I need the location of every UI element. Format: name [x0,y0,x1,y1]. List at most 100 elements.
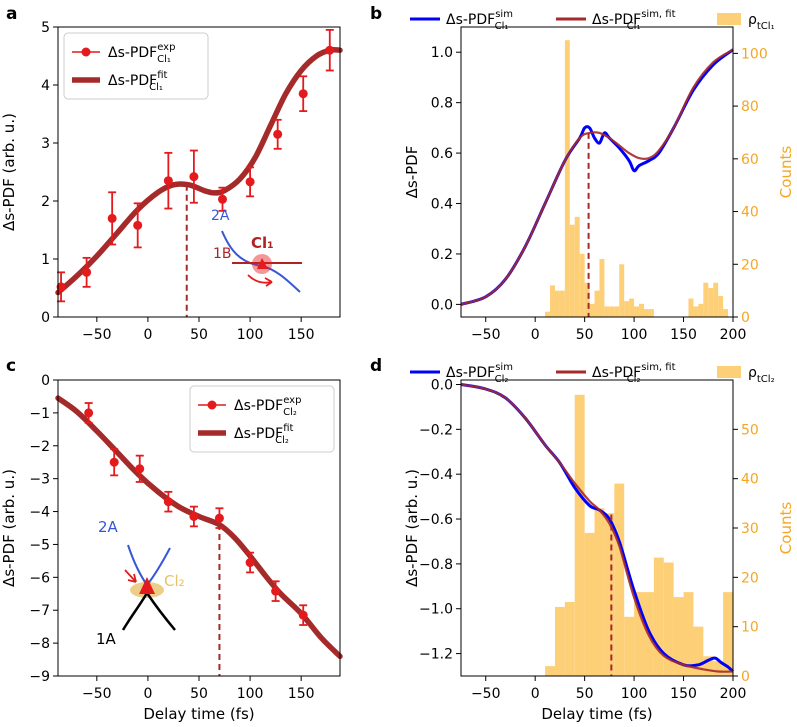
legend-fit-label-sub: Cl₁ [149,82,163,93]
legend-exp-label: Δs-PDFexp Cl₂ [234,395,301,418]
data-point [325,45,335,55]
legend-fit-label-base: Δs-PDF [592,12,641,28]
legend-fit-label-sub: Cl₁ [627,21,641,32]
hist-bar [673,597,684,676]
legend-fit-label-sub: Cl₂ [627,374,641,385]
inset-arrowhead [264,277,273,287]
x-tick-label: 0 [143,327,152,343]
panel-c: −50 0 50 100 150 0 −1 −2 −3 −4 −5 −6 −7 −8 −9 Δs-PDF (a… [0,373,343,723]
y-tick-label: −0.8 [419,557,453,573]
data-point [214,513,224,523]
y-tick-label: −9 [29,669,50,685]
panel-b: 0 20 40 60 80 100 Counts −50 0 50 100 150 200 0.0 0.2 0… [403,9,795,343]
hist-bar [634,306,640,317]
x-tick-label: 100 [237,686,264,702]
y-tick-label: 0.0 [431,377,453,393]
right-tick-label: 30 [741,521,759,537]
legend-fit-label-base: Δs-PDF [234,426,283,442]
fit-line [460,383,734,673]
fit-line [460,48,734,306]
hist-bar [703,282,709,317]
y-tick-label: −1.0 [419,602,453,618]
y-tick-label: 1 [41,252,50,268]
y-tick-label: −0.6 [419,512,453,528]
panel-d: 0 10 20 30 40 50 Counts −50 0 50 100 150 200 0.0 −0.2 −… [403,362,795,723]
legend-fit-label-sup: sim, fit [641,9,675,20]
hist-bar [584,532,595,676]
axes-frame [460,379,734,677]
hist-bar [589,303,595,317]
legend-sim-label-base: Δs-PDF [446,365,495,381]
hist-bar [653,557,664,676]
panel-label-b: b [370,4,382,24]
y-tick-label: −4 [29,505,50,521]
hist-bar [639,303,644,317]
hist-bar [663,562,674,676]
hist-bar [698,303,704,317]
y-tick-label: −3 [29,472,50,488]
hist-bar [693,306,699,317]
right-tick-label: 60 [741,152,759,168]
panel-label-c: c [6,356,16,376]
hist-bar [594,290,600,317]
hist-bar [569,224,575,317]
data-point [298,610,308,620]
inset-arrowhead [127,573,137,583]
legend-fit-label: Δs-PDFsim, fit Cl₁ [592,9,676,32]
legend-hist-label: ρtCl₂ [748,365,775,385]
legend-hist-label: ρtCl₁ [748,12,775,32]
legend-exp-label-sub: Cl₂ [283,407,297,418]
legend-fit-label: Δs-PDFfit Cl₂ [234,423,294,446]
legend-sim-label: Δs-PDFsim Cl₁ [446,9,513,32]
legend-fit-label-base: Δs-PDF [592,365,641,381]
right-tick-label: 40 [741,205,759,221]
y-axis-label: Δs-PDF (arb. u.) [0,469,18,587]
hist-bar [564,602,575,676]
hist-bar [713,282,719,317]
legend-hist-label-base: ρ [748,12,757,28]
legend-sim-label-sub: Cl₂ [495,374,509,385]
y-tick-label: −7 [29,603,50,619]
y-tick-label: 0.8 [431,96,453,112]
y-tick-label: −0.4 [419,467,453,483]
inset-label-2a: 2A [98,518,119,536]
data-point [135,464,145,474]
legend-sim-label-base: Δs-PDF [446,12,495,28]
legend-hist-swatch [717,366,741,378]
hist-bar [574,216,580,317]
y-tick-label: 0.0 [431,297,453,313]
data-point [163,176,173,186]
data-point [189,511,199,521]
hist-bar [599,259,605,317]
legend-fit-label-sup: fit [283,423,293,434]
legend-exp-marker [81,47,91,57]
y-tick-label: 3 [41,136,50,152]
legend-exp-label-sub: Cl₁ [157,54,171,65]
hist-bar [545,311,551,317]
right-tick-label: 0 [741,669,750,685]
x-tick-label: 0 [143,686,152,702]
hist-bar [624,616,635,676]
y-tick-label: 5 [41,20,50,36]
hist-bar [643,309,649,317]
data-point [84,408,94,418]
hist-bar [604,513,615,676]
x-tick-label: 200 [720,686,747,702]
y-tick-label: 0.4 [431,197,453,213]
hist-bar [614,306,620,317]
hist-bar [718,295,724,317]
hist-bar [574,394,585,676]
data-point [189,172,199,182]
x-tick-label: 50 [576,686,594,702]
y-tick-label: 2 [41,194,50,210]
legend-hist-label-sub: tCl₂ [757,374,775,385]
right-tick-label: 10 [741,620,759,636]
data-point [245,558,255,568]
legend-exp-label-base: Δs-PDF [108,45,157,61]
data-point [271,586,281,596]
x-tick-label: 100 [621,686,648,702]
y-tick-label: 4 [41,78,50,94]
hist-bar [584,282,590,317]
right-tick-label: 0 [741,310,750,326]
